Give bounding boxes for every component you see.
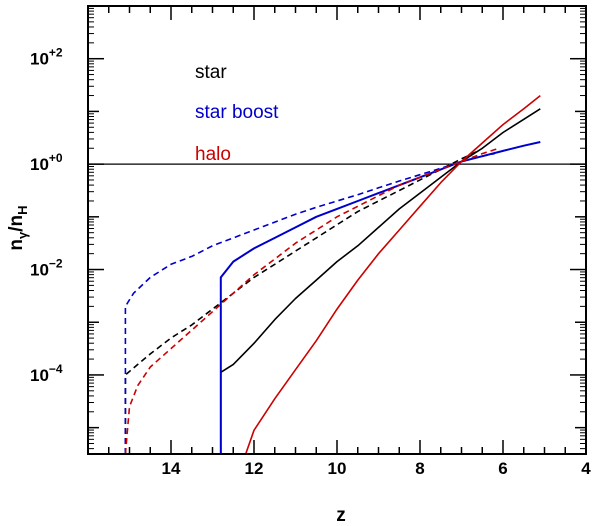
x-tick-label: 14	[162, 459, 181, 478]
x-tick-label: 6	[498, 459, 507, 478]
series-star-dashed	[124, 150, 479, 454]
legend-entry-star-boost: star boost	[195, 102, 279, 123]
series-star-solid	[220, 108, 541, 454]
y-axis-label: nγ/nH	[6, 205, 30, 250]
minor-ticks	[88, 6, 586, 454]
legend-entry-star: star	[195, 62, 227, 83]
x-tick-label: 4	[581, 459, 591, 478]
y-tick-label: 10+0	[30, 151, 63, 174]
series-halo-dashed	[124, 147, 500, 455]
x-tick-labels: 14 12 10 8 6 4	[162, 459, 592, 478]
series-halo-solid	[244, 94, 541, 455]
y-tick-label: 10−2	[30, 257, 63, 280]
y-axis-label-main: n	[6, 239, 27, 251]
y-axis-label-slash: /n	[6, 215, 27, 232]
x-tick-label: 10	[328, 459, 347, 478]
series-star-boost-dashed	[124, 152, 495, 454]
major-ticks	[87, 5, 587, 454]
y-axis-label-sub-2: H	[15, 205, 30, 214]
x-tick-label: 8	[415, 459, 424, 478]
y-tick-label: 10−4	[30, 362, 63, 385]
y-axis-label-sub-1: γ	[15, 231, 30, 239]
y-tick-label: 10+2	[30, 46, 63, 69]
plot-frame	[87, 5, 587, 455]
x-axis-label: z	[336, 505, 346, 526]
y-tick-labels: 10+2 10+0 10−2 10−4	[30, 46, 63, 385]
x-tick-label: 12	[245, 459, 264, 478]
legend: star star boost halo	[195, 62, 279, 165]
legend-entry-halo: halo	[195, 144, 231, 165]
series-layer	[124, 94, 541, 455]
plot-border	[87, 5, 587, 455]
